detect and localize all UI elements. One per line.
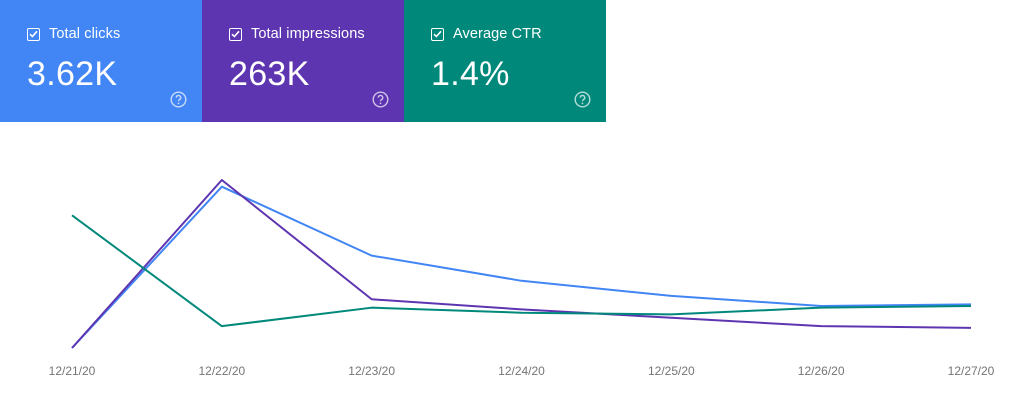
- x-tick-label: 12/21/20: [49, 364, 96, 378]
- x-tick-label: 12/23/20: [348, 364, 395, 378]
- series-line-clicks: [71, 185, 972, 349]
- x-tick-label: 12/25/20: [648, 364, 695, 378]
- metric-cards: Total clicks 3.62K Total impressions 263…: [0, 0, 606, 122]
- total-impressions-card[interactable]: Total impressions 263K: [202, 0, 404, 122]
- series-layer: [71, 179, 972, 349]
- checkbox-checked-icon[interactable]: [431, 27, 444, 41]
- x-tick-label: 12/22/20: [198, 364, 245, 378]
- average-ctr-card[interactable]: Average CTR 1.4%: [404, 0, 606, 122]
- x-tick-label: 12/24/20: [498, 364, 545, 378]
- x-axis-ticks: 12/21/20 12/22/20 12/23/20 12/24/20 12/25/20…: [49, 364, 995, 378]
- card-header: Total impressions: [229, 26, 365, 42]
- card-label: Total clicks: [49, 26, 121, 42]
- card-header: Total clicks: [27, 26, 120, 42]
- series-line-impressions: [71, 179, 972, 349]
- card-value: 263K: [229, 55, 310, 93]
- card-label: Total impressions: [251, 26, 365, 42]
- x-tick-label: 12/27/20: [948, 364, 995, 378]
- card-header: Average CTR: [431, 26, 542, 42]
- help-circle-icon[interactable]: [372, 91, 389, 108]
- checkbox-checked-icon[interactable]: [229, 27, 242, 41]
- total-clicks-card[interactable]: Total clicks 3.62K: [0, 0, 202, 122]
- card-value: 1.4%: [431, 55, 510, 93]
- series-line-ctr: [71, 214, 972, 328]
- performance-line-chart: 12/21/20 12/22/20 12/23/20 12/24/20 12/25/20…: [49, 179, 995, 378]
- checkbox-checked-icon[interactable]: [27, 27, 40, 41]
- card-label: Average CTR: [453, 26, 542, 42]
- help-circle-icon[interactable]: [574, 91, 591, 108]
- card-value: 3.62K: [27, 55, 118, 93]
- help-circle-icon[interactable]: [170, 91, 187, 108]
- x-tick-label: 12/26/20: [798, 364, 845, 378]
